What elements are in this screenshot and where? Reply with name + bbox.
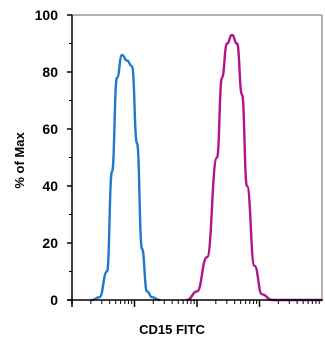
x-axis-label: CD15 FITC [139,322,205,337]
axes: 0 20 40 60 80 100 [35,7,322,308]
y-axis-label: % of Max [12,132,27,189]
y-tick-label: 60 [42,121,58,137]
y-tick-label: 100 [35,7,59,23]
y-tick-label: 0 [50,292,58,308]
series-1-line [92,55,160,300]
series-2-line [187,35,322,300]
series-layer [92,35,322,300]
y-tick-label: 40 [42,178,58,194]
y-tick-label: 80 [42,64,58,80]
y-tick-label: 20 [42,235,58,251]
